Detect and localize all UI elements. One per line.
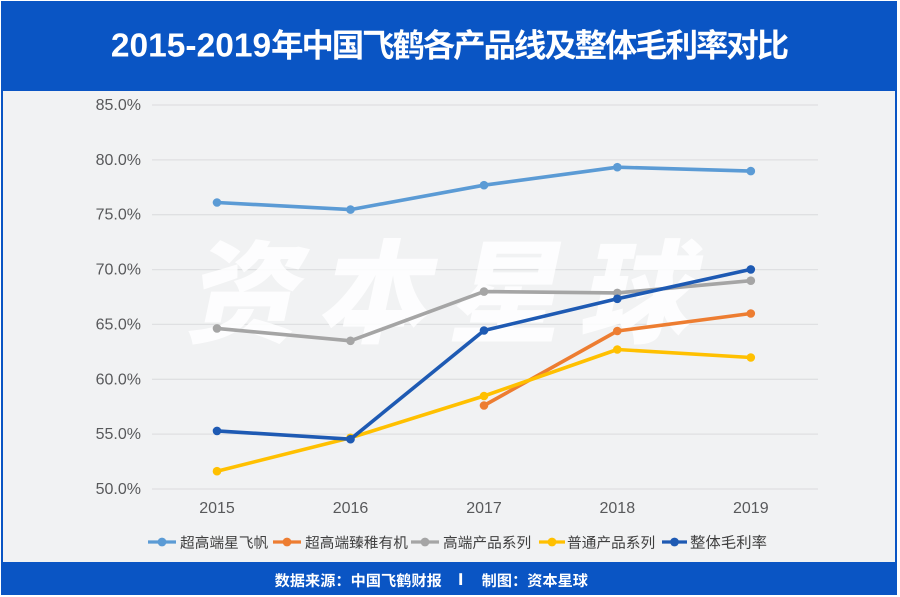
- svg-text:75.0%: 75.0%: [96, 207, 141, 224]
- svg-text:60.0%: 60.0%: [96, 371, 141, 388]
- svg-text:55.0%: 55.0%: [96, 426, 141, 443]
- svg-text:2019: 2019: [733, 500, 769, 517]
- svg-text:2015-2019: 2015-2019: [111, 27, 271, 64]
- svg-text:80.0%: 80.0%: [96, 152, 141, 169]
- svg-text:2017: 2017: [466, 500, 502, 517]
- svg-text:2015: 2015: [199, 500, 235, 517]
- svg-text:85.0%: 85.0%: [96, 97, 141, 114]
- svg-text:65.0%: 65.0%: [96, 316, 141, 333]
- svg-text:70.0%: 70.0%: [96, 262, 141, 279]
- svg-text:50.0%: 50.0%: [96, 481, 141, 498]
- svg-text:2018: 2018: [600, 500, 636, 517]
- svg-text:2016: 2016: [333, 500, 369, 517]
